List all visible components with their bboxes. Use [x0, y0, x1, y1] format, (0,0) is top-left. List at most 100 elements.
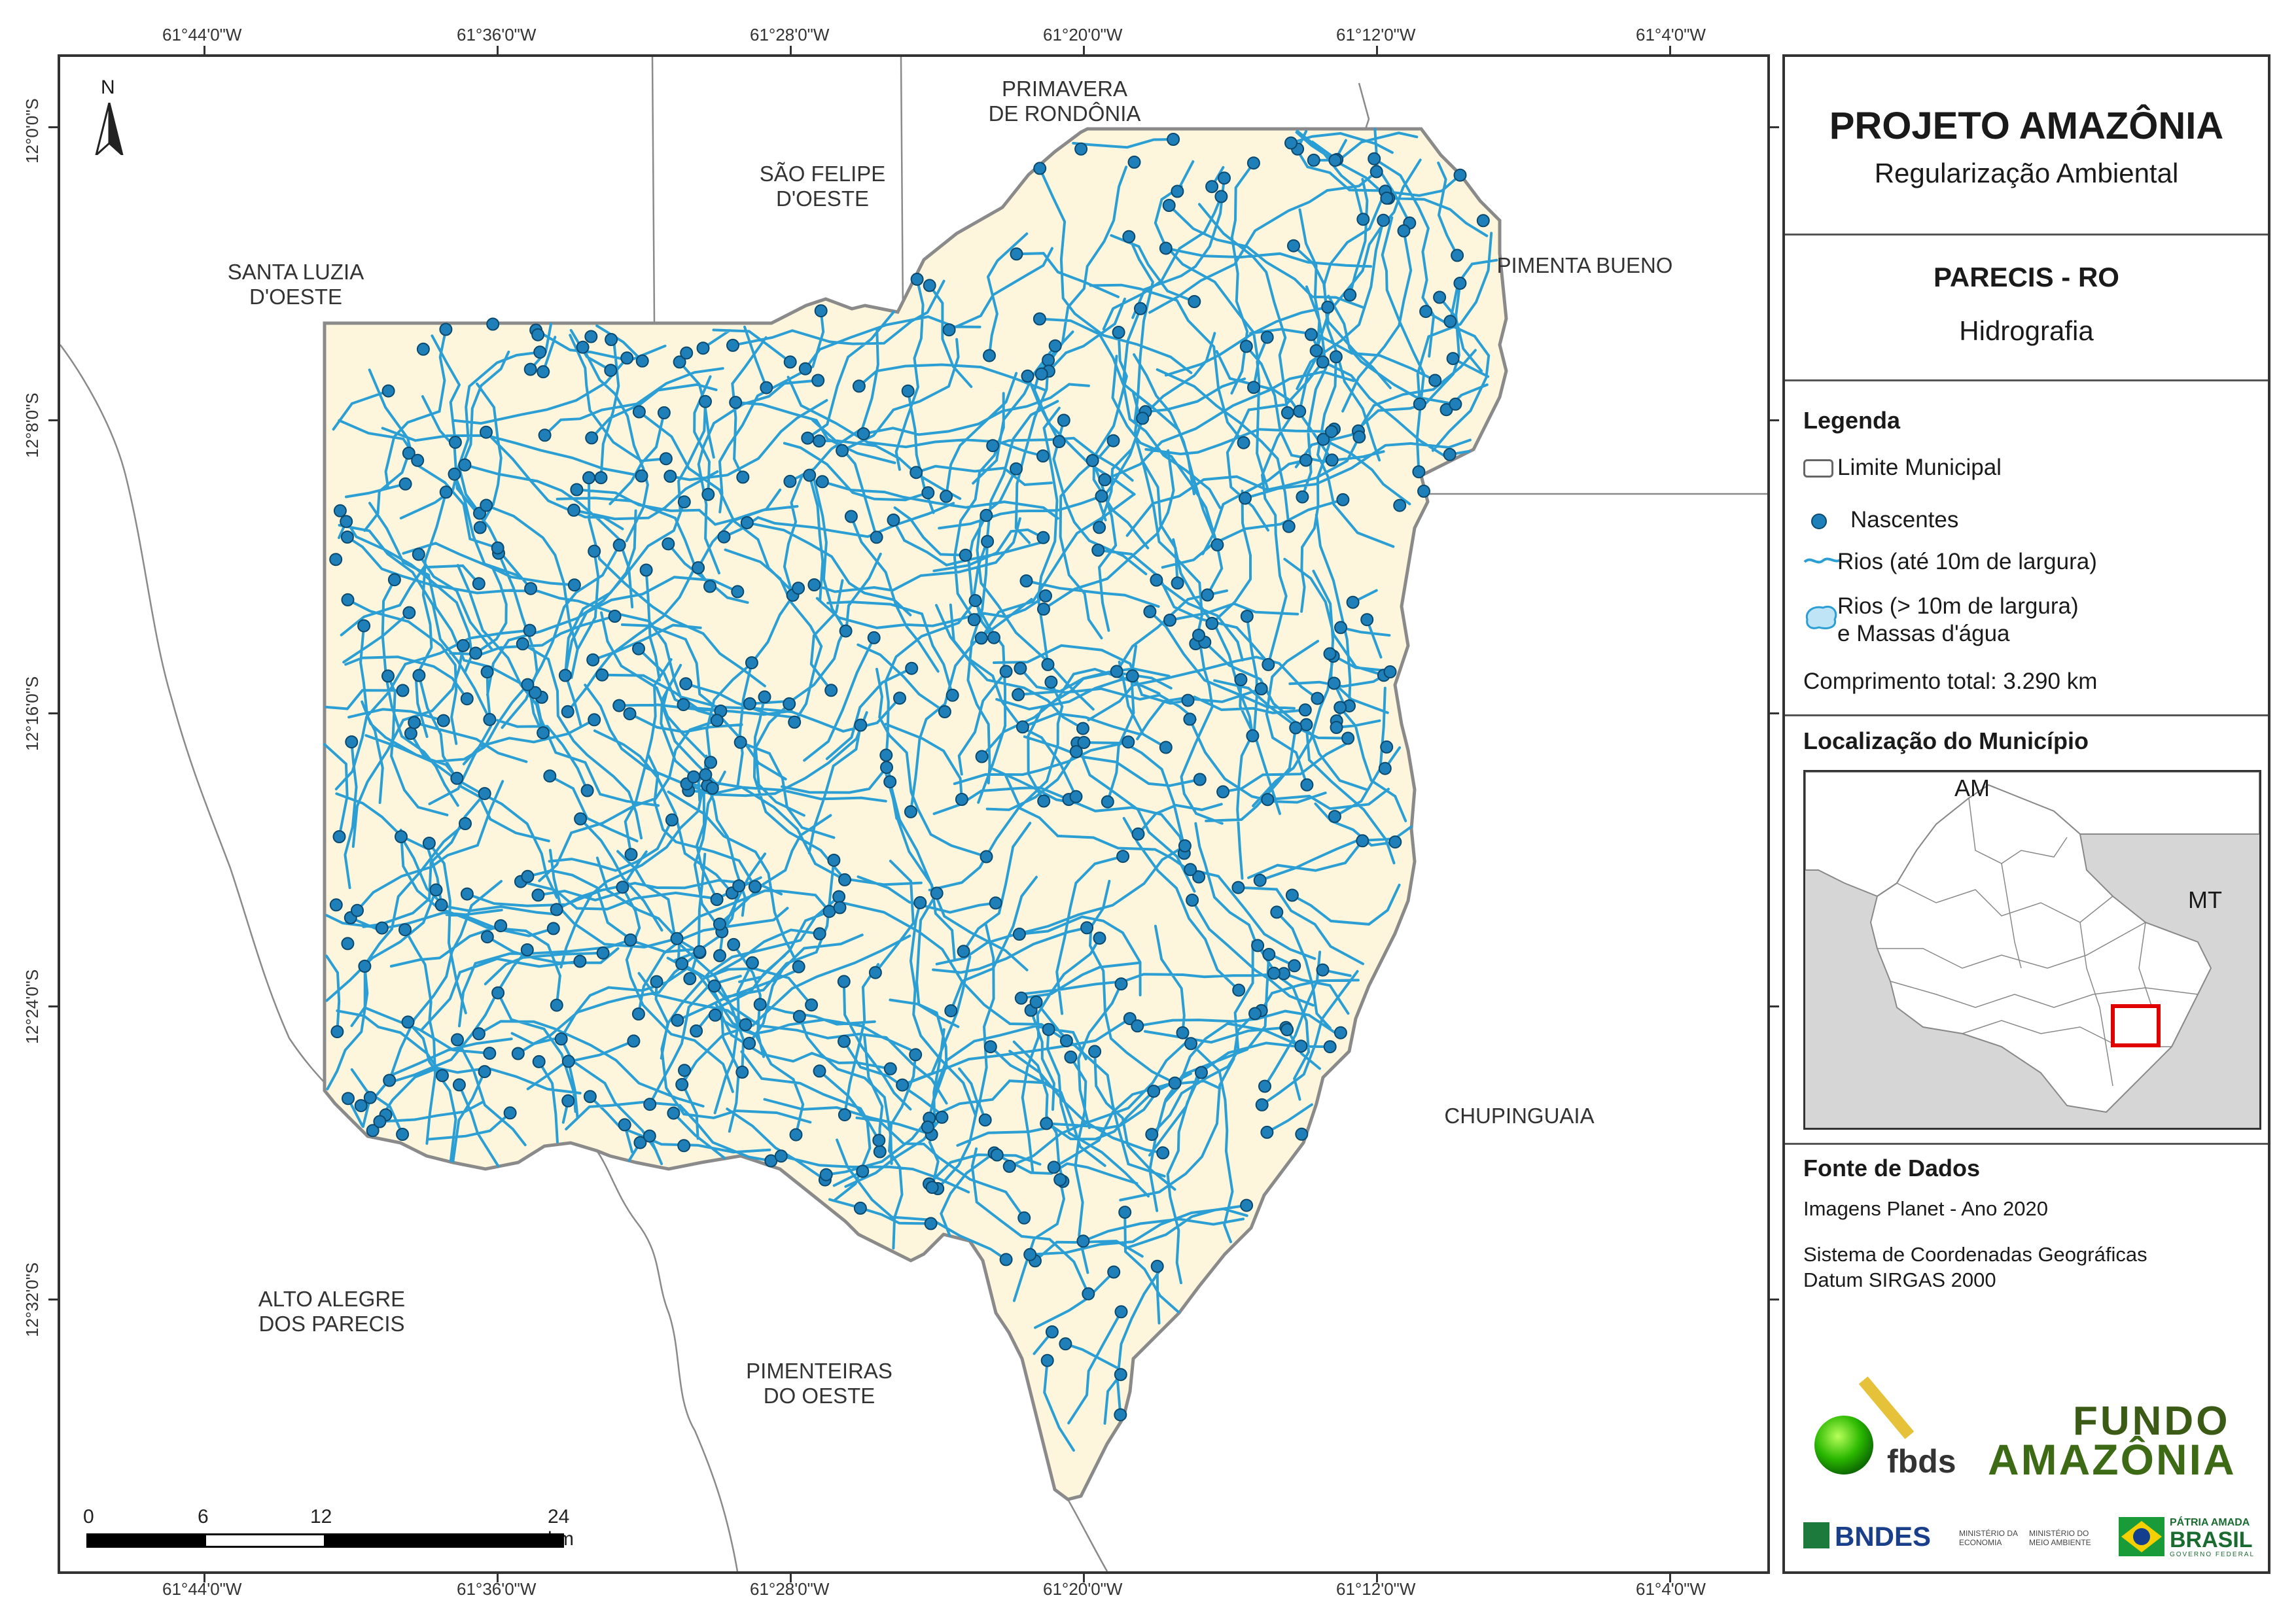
- spring-point: [448, 436, 462, 449]
- spring-point: [1248, 1007, 1262, 1021]
- spring-point: [340, 531, 354, 544]
- spring-point: [1255, 1098, 1269, 1111]
- spring-point: [1327, 676, 1341, 690]
- tick-mark: [48, 1299, 58, 1300]
- spring-point: [586, 653, 600, 667]
- spring-point: [1074, 142, 1088, 156]
- tick-mark: [203, 1573, 205, 1582]
- spring-point: [942, 323, 956, 337]
- spring-point: [1107, 1265, 1121, 1279]
- spring-point: [1052, 435, 1066, 448]
- lon-label-bottom: 61°44'0"W: [162, 1579, 242, 1599]
- map-frame[interactable]: N PRIMAVERA DE RONDÔNIA SÃO FELIPE D'OES…: [58, 54, 1770, 1574]
- spring-point: [910, 466, 923, 480]
- north-arrow-icon: [95, 103, 124, 155]
- spring-point: [1064, 1050, 1078, 1064]
- spring-point: [396, 1128, 410, 1141]
- spring-point: [1143, 605, 1157, 618]
- spring-point: [1192, 629, 1205, 642]
- spring-point: [1285, 888, 1299, 902]
- spring-point: [1341, 731, 1355, 745]
- spring-point: [710, 893, 724, 906]
- spring-point: [436, 1069, 449, 1083]
- spring-point: [1294, 1039, 1308, 1053]
- scale-label: 6: [198, 1506, 209, 1527]
- water-body-swatch-icon: [1805, 606, 1837, 629]
- project-title: PROJETO AMAZÔNIA: [1829, 105, 2224, 147]
- spring-point: [1034, 367, 1048, 381]
- spring-point: [909, 1048, 923, 1062]
- spring-point: [635, 469, 648, 483]
- spring-point: [1368, 152, 1381, 166]
- spring-point: [1336, 493, 1350, 506]
- spring-point: [807, 578, 821, 591]
- spring-point: [1280, 406, 1294, 419]
- spring-point: [659, 452, 673, 466]
- spring-point: [412, 548, 425, 561]
- spring-point: [531, 328, 545, 341]
- spring-point: [732, 879, 746, 893]
- spring-point: [330, 1025, 344, 1039]
- lon-label-bottom: 61°36'0"W: [457, 1579, 537, 1599]
- spring-point: [788, 715, 802, 729]
- spring-point: [1134, 302, 1147, 315]
- spring-point: [1076, 722, 1089, 735]
- tick-mark: [1376, 46, 1378, 55]
- ministry-economy: MINISTÉRIO DA ECONOMIA: [1959, 1529, 2018, 1547]
- spring-point: [745, 956, 759, 969]
- spring-point: [837, 975, 851, 988]
- tick-mark: [48, 712, 58, 714]
- spring-point: [913, 896, 927, 909]
- spring-point: [583, 1090, 597, 1104]
- spring-point: [833, 901, 847, 915]
- spring-point: [1116, 850, 1130, 864]
- legend-boundary-label: Limite Municipal: [1837, 455, 2002, 480]
- spring-point: [1251, 939, 1265, 952]
- lat-label: 12°16'0"S: [22, 676, 42, 751]
- map-canvas[interactable]: [60, 57, 1767, 1571]
- spring-point: [1352, 430, 1366, 444]
- spring-point: [999, 665, 1013, 678]
- spring-point: [1114, 977, 1128, 991]
- spring-point: [839, 624, 853, 638]
- spring-point: [1299, 453, 1313, 467]
- lon-label-top: 61°4'0"W: [1636, 25, 1706, 44]
- spring-point: [1131, 827, 1145, 841]
- spring-point: [329, 553, 343, 567]
- spring-point: [1042, 353, 1055, 367]
- spring-swatch-icon: [1811, 514, 1827, 529]
- spring-point: [883, 775, 897, 789]
- spring-point: [1232, 983, 1246, 997]
- spring-point: [483, 712, 497, 726]
- brazil-flag-icon: [2119, 1517, 2164, 1556]
- spring-point: [632, 642, 645, 655]
- spring-point: [1296, 490, 1309, 504]
- spring-point: [494, 919, 508, 933]
- tick-mark: [48, 1005, 58, 1007]
- lon-label-top: 61°44'0"W: [162, 25, 242, 44]
- spring-point: [1476, 214, 1490, 228]
- spring-point: [631, 1007, 645, 1021]
- spring-point: [1205, 180, 1219, 194]
- spring-point: [1287, 239, 1300, 253]
- spring-point: [588, 713, 601, 727]
- spring-point: [981, 534, 995, 548]
- spring-point: [1021, 369, 1034, 383]
- spring-point: [1397, 224, 1411, 237]
- spring-point: [783, 697, 796, 710]
- spring-point: [687, 770, 701, 784]
- spring-point: [1159, 741, 1173, 754]
- spring-point: [883, 1062, 897, 1075]
- spring-point: [1417, 484, 1430, 498]
- spring-point: [585, 431, 599, 445]
- spring-point: [857, 427, 870, 441]
- source-title: Fonte de Dados: [1803, 1155, 1981, 1181]
- spring-point: [511, 1047, 525, 1060]
- spring-point: [398, 923, 412, 937]
- spring-point: [1125, 669, 1139, 683]
- spring-point: [1106, 434, 1120, 447]
- spring-point: [727, 937, 741, 951]
- bndes-logo-icon: [1803, 1522, 1829, 1548]
- locator-map: AM MT: [1803, 770, 2261, 1130]
- spring-point: [1077, 736, 1091, 749]
